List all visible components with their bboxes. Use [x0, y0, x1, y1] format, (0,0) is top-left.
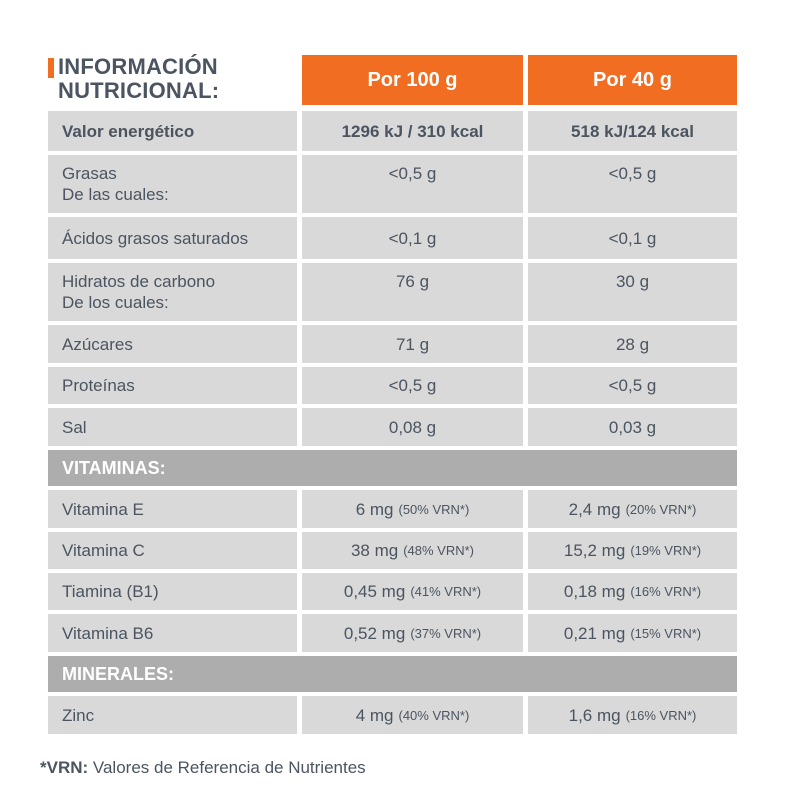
- value-vrn-note: (16% VRN*): [625, 707, 697, 723]
- fat-label-line1: Grasas: [62, 164, 117, 183]
- vrn-footnote: *VRN: Valores de Referencia de Nutriente…: [40, 758, 366, 778]
- vitamin-c-value-per-40g: 15,2 mg (19% VRN*): [528, 532, 737, 569]
- vitamin-c-value-per-100g: 38 mg (48% VRN*): [302, 532, 523, 569]
- table-row-energy: Valor energético 1296 kJ / 310 kcal 518 …: [48, 111, 737, 151]
- salt-value-per-40g: 0,03 g: [528, 408, 737, 446]
- row-label-carbs: Hidratos de carbono De los cuales:: [48, 263, 297, 321]
- page-title-line2: NUTRICIONAL:: [58, 78, 220, 103]
- carbs-value-per-40g: 30 g: [528, 263, 737, 321]
- table-row-vitamin-e: Vitamina E 6 mg (50% VRN*) 2,4 mg (20% V…: [48, 490, 737, 528]
- fat-value-per-100g: <0,5 g: [302, 155, 523, 213]
- carbs-label-line2: De los cuales:: [62, 293, 169, 312]
- value-main: 15,2 mg: [563, 541, 626, 560]
- sugars-value-per-100g: 71 g: [302, 325, 523, 363]
- fat-label-line2: De las cuales:: [62, 185, 169, 204]
- row-label-salt: Sal: [48, 408, 297, 446]
- vrn-footnote-prefix: *VRN:: [40, 758, 89, 777]
- value-main: 2,4 mg: [568, 499, 621, 519]
- table-row-salt: Sal 0,08 g 0,03 g: [48, 408, 737, 446]
- title-accent-bar: [48, 58, 54, 78]
- thiamine-value-per-40g: 0,18 mg (16% VRN*): [528, 573, 737, 610]
- value-vrn-note: (15% VRN*): [630, 625, 702, 641]
- energy-value-per-100g: 1296 kJ / 310 kcal: [302, 111, 523, 151]
- table-row-vitamin-b6: Vitamina B6 0,52 mg (37% VRN*) 0,21 mg (…: [48, 614, 737, 652]
- value-vrn-note: (50% VRN*): [398, 501, 470, 517]
- table-row-carbs: Hidratos de carbono De los cuales: 76 g …: [48, 263, 737, 321]
- table-row-protein: Proteínas <0,5 g <0,5 g: [48, 367, 737, 404]
- value-main: 6 mg: [355, 499, 394, 519]
- table-header-row: INFORMACIÓN NUTRICIONAL: Por 100 g Por 4…: [48, 55, 737, 105]
- row-label-fat: Grasas De las cuales:: [48, 155, 297, 213]
- value-vrn-note: (40% VRN*): [398, 707, 470, 723]
- value-main: 4 mg: [355, 705, 394, 725]
- row-label-thiamine: Tiamina (B1): [48, 573, 297, 610]
- carbs-label-line1: Hidratos de carbono: [62, 272, 216, 291]
- section-header-vitamins: VITAMINAS:: [48, 450, 737, 486]
- column-header-per-40g: Por 40 g: [528, 55, 737, 105]
- row-label-vitamin-e: Vitamina E: [48, 490, 297, 528]
- salt-value-per-100g: 0,08 g: [302, 408, 523, 446]
- vitamin-e-value-per-40g: 2,4 mg (20% VRN*): [528, 490, 737, 528]
- column-header-per-100g: Por 100 g: [302, 55, 523, 105]
- protein-value-per-100g: <0,5 g: [302, 367, 523, 404]
- value-main: 0,52 mg: [343, 623, 406, 643]
- table-row-vitamin-c: Vitamina C 38 mg (48% VRN*) 15,2 mg (19%…: [48, 532, 737, 569]
- table-row-sugars: Azúcares 71 g 28 g: [48, 325, 737, 363]
- vrn-footnote-text: Valores de Referencia de Nutrientes: [88, 758, 366, 777]
- table-row-thiamine: Tiamina (B1) 0,45 mg (41% VRN*) 0,18 mg …: [48, 573, 737, 610]
- fat-value-per-40g: <0,5 g: [528, 155, 737, 213]
- value-main: 38 mg: [350, 541, 399, 560]
- protein-value-per-40g: <0,5 g: [528, 367, 737, 404]
- row-label-zinc: Zinc: [48, 696, 297, 734]
- value-main: 0,21 mg: [563, 623, 626, 643]
- energy-value-per-40g: 518 kJ/124 kcal: [528, 111, 737, 151]
- table-row-saturated-fat: Ácidos grasos saturados <0,1 g <0,1 g: [48, 217, 737, 259]
- value-vrn-note: (16% VRN*): [630, 584, 702, 599]
- value-vrn-note: (19% VRN*): [630, 543, 702, 558]
- table-row-zinc: Zinc 4 mg (40% VRN*) 1,6 mg (16% VRN*): [48, 696, 737, 734]
- row-label-energy: Valor energético: [48, 111, 297, 151]
- saturated-value-per-40g: <0,1 g: [528, 217, 737, 259]
- value-main: 1,6 mg: [568, 705, 621, 725]
- saturated-value-per-100g: <0,1 g: [302, 217, 523, 259]
- title-block: INFORMACIÓN NUTRICIONAL:: [48, 55, 297, 105]
- value-vrn-note: (48% VRN*): [403, 543, 475, 558]
- row-label-sugars: Azúcares: [48, 325, 297, 363]
- row-label-protein: Proteínas: [48, 367, 297, 404]
- table-row-fat: Grasas De las cuales: <0,5 g <0,5 g: [48, 155, 737, 213]
- zinc-value-per-40g: 1,6 mg (16% VRN*): [528, 696, 737, 734]
- section-header-minerals: MINERALES:: [48, 656, 737, 692]
- thiamine-value-per-100g: 0,45 mg (41% VRN*): [302, 573, 523, 610]
- value-vrn-note: (37% VRN*): [410, 625, 482, 641]
- nutrition-table: INFORMACIÓN NUTRICIONAL: Por 100 g Por 4…: [48, 55, 737, 738]
- sugars-value-per-40g: 28 g: [528, 325, 737, 363]
- row-label-vitamin-c: Vitamina C: [48, 532, 297, 569]
- vitamin-e-value-per-100g: 6 mg (50% VRN*): [302, 490, 523, 528]
- page-title: INFORMACIÓN NUTRICIONAL:: [58, 55, 219, 103]
- zinc-value-per-100g: 4 mg (40% VRN*): [302, 696, 523, 734]
- value-main: 0,45 mg: [343, 582, 406, 601]
- page-title-line1: INFORMACIÓN: [58, 54, 218, 79]
- value-main: 0,18 mg: [563, 582, 626, 601]
- value-vrn-note: (41% VRN*): [410, 584, 482, 599]
- row-label-vitamin-b6: Vitamina B6: [48, 614, 297, 652]
- value-vrn-note: (20% VRN*): [625, 501, 697, 517]
- vitamin-b6-value-per-100g: 0,52 mg (37% VRN*): [302, 614, 523, 652]
- vitamin-b6-value-per-40g: 0,21 mg (15% VRN*): [528, 614, 737, 652]
- row-label-saturated-fat: Ácidos grasos saturados: [48, 217, 297, 259]
- carbs-value-per-100g: 76 g: [302, 263, 523, 321]
